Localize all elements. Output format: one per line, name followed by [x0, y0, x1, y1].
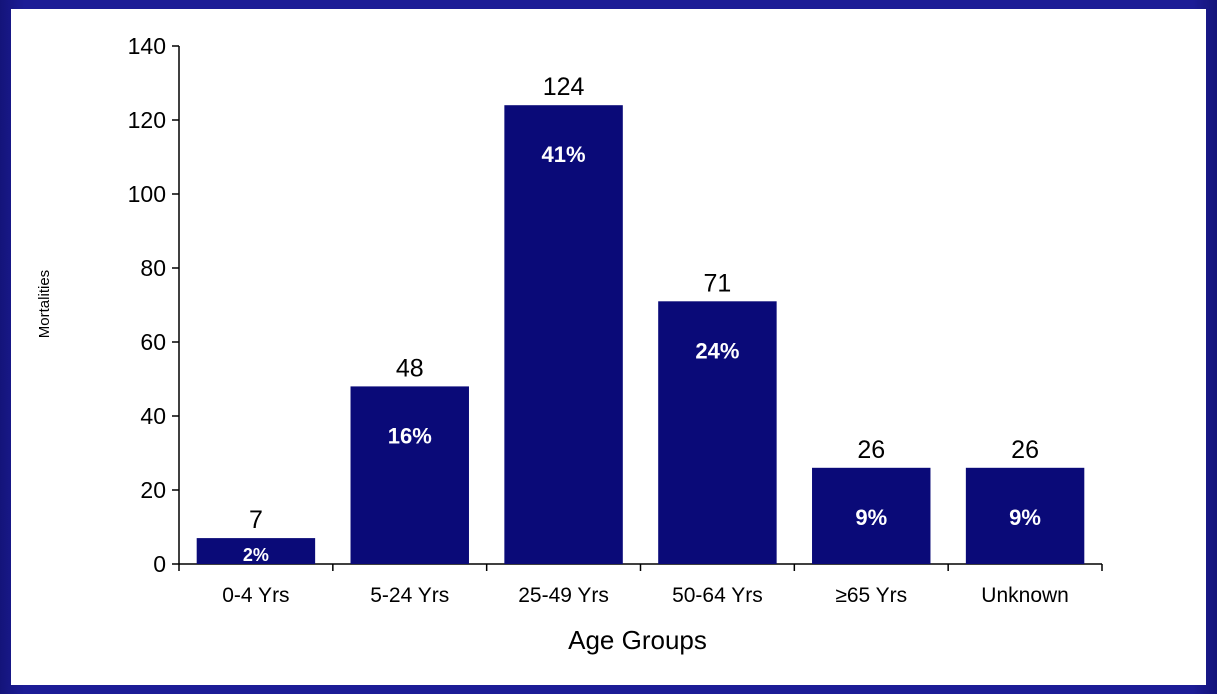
y-tick-label: 120 — [128, 107, 166, 133]
bar-value-label: 124 — [543, 73, 585, 101]
bar-percent-label: 9% — [855, 505, 887, 530]
y-tick-label: 60 — [140, 329, 166, 355]
bar — [196, 538, 316, 564]
bar-value-label: 26 — [1011, 436, 1039, 464]
x-tick-label: 0-4 Yrs — [222, 584, 289, 607]
x-tick-label: Unknown — [981, 584, 1069, 607]
x-tick-label: 25-49 Yrs — [518, 584, 609, 607]
y-tick-label: 80 — [140, 255, 166, 281]
chart-axes: 0 20 40 60 80 100 120 140 — [128, 33, 1103, 577]
bar-chart: 0 20 40 60 80 100 120 140 7 2% 0-4 Yrs 48 16% 5-24 Y… — [36, 33, 1103, 655]
bar-percent-label: 16% — [388, 423, 432, 448]
bar-percent-label: 41% — [542, 142, 586, 167]
bar — [965, 467, 1085, 564]
chart-bars — [196, 105, 1085, 564]
bar-value-label: 48 — [396, 354, 424, 382]
slide-frame: 0 20 40 60 80 100 120 140 7 2% 0-4 Yrs 48 16% 5-24 Y… — [11, 9, 1206, 685]
chart-labels: 7 2% 0-4 Yrs 48 16% 5-24 Yrs 124 41% 25-49 Yrs 71… — [222, 73, 1069, 607]
y-tick-label: 40 — [140, 403, 166, 429]
y-tick-label: 140 — [128, 33, 166, 59]
bar — [812, 467, 931, 564]
x-tick-label: 50-64 Yrs — [672, 584, 763, 607]
bar-percent-label: 2% — [243, 545, 269, 565]
x-axis-title: Age Groups — [568, 625, 707, 655]
bar-percent-label: 9% — [1009, 505, 1041, 530]
bar — [504, 105, 623, 564]
y-axis-title: Mortalities — [36, 270, 53, 338]
x-tick-label: ≥65 Yrs — [835, 584, 907, 607]
bar-percent-label: 24% — [695, 338, 739, 363]
bar-value-label: 26 — [857, 436, 885, 464]
bar-value-label: 71 — [704, 269, 732, 297]
x-tick-label: 5-24 Yrs — [370, 584, 449, 607]
y-tick-label: 100 — [128, 181, 166, 207]
y-tick-label: 20 — [140, 477, 166, 503]
y-tick-label: 0 — [153, 551, 166, 577]
bar-value-label: 7 — [249, 506, 263, 534]
bar — [350, 386, 469, 564]
bar — [658, 301, 777, 564]
